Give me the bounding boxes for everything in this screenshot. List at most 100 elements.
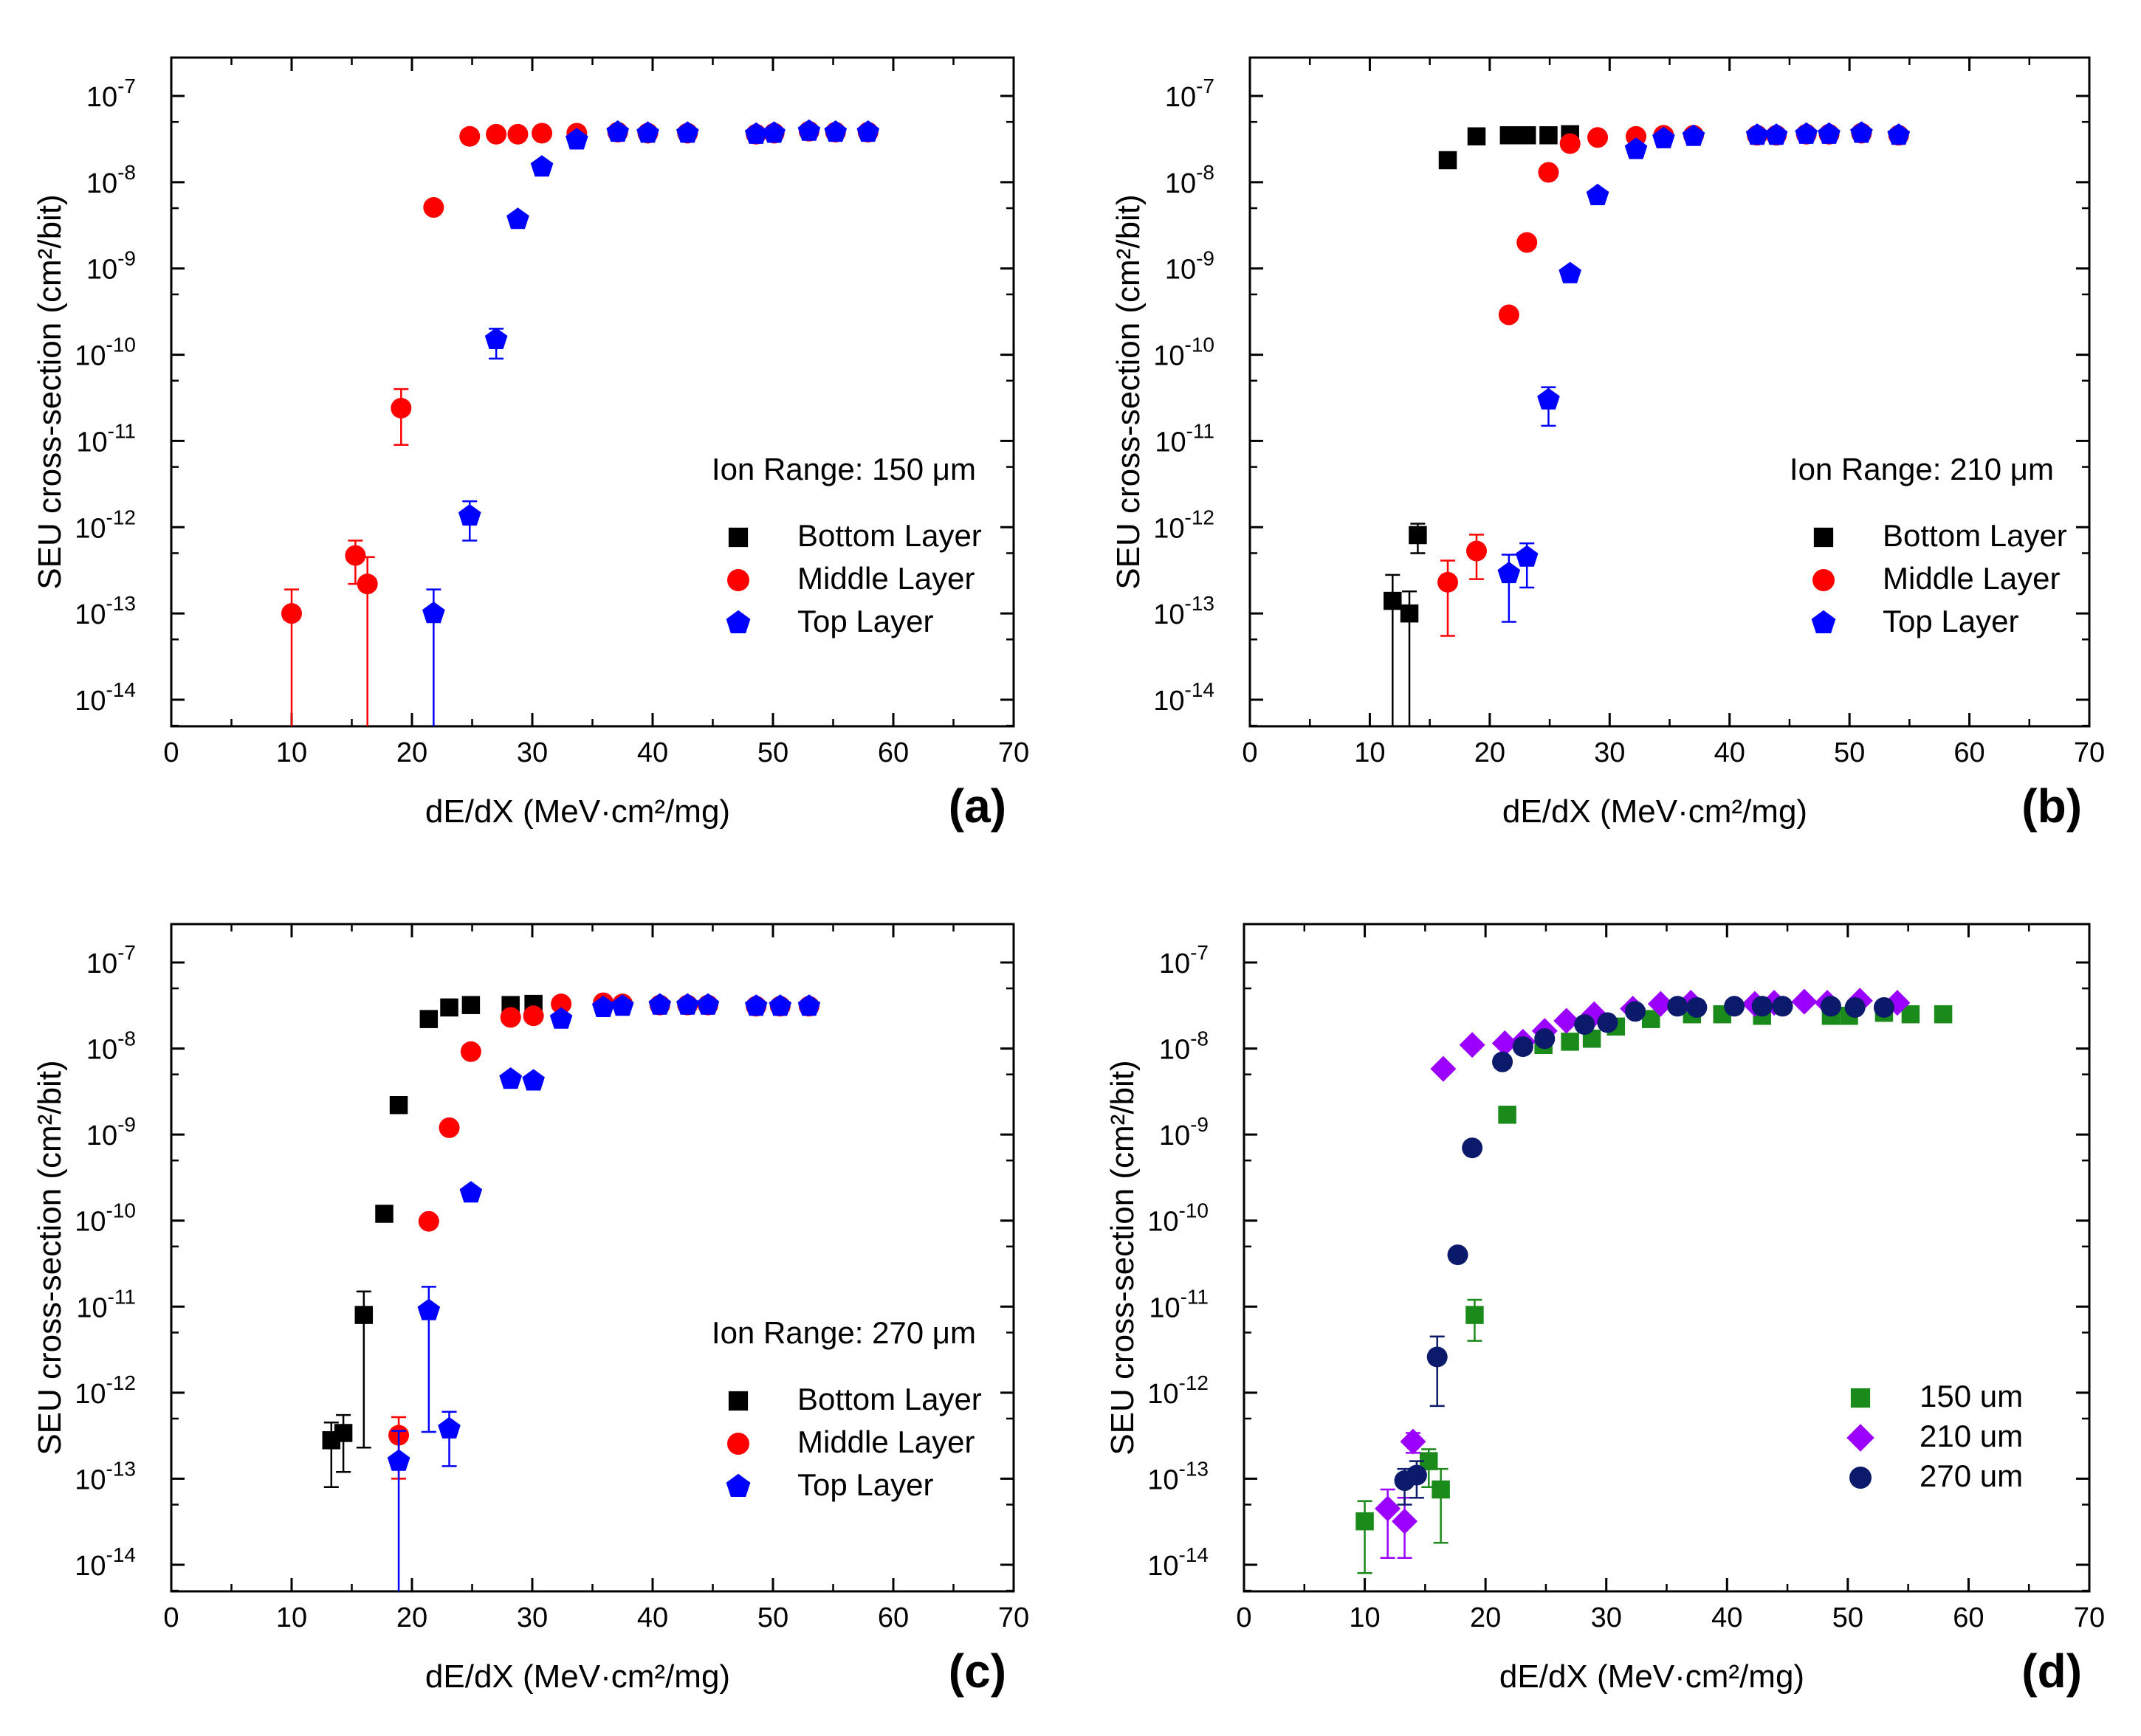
- data-point: [1384, 591, 1402, 610]
- data-point: [461, 996, 481, 1014]
- data-point: [389, 1095, 408, 1115]
- y-tick-label: 10-13: [1153, 592, 1214, 630]
- data-point: [636, 121, 659, 143]
- y-tick-label: 10-13: [75, 592, 136, 630]
- y-tick-exponent: -12: [1179, 1371, 1209, 1394]
- data-point: [1667, 996, 1688, 1017]
- data-point: [423, 197, 444, 218]
- panel-c: 0 10 20 30 40 50 60 7010-710-810-910-1010-1110-…: [32, 923, 1029, 1698]
- data-point: [1818, 122, 1841, 144]
- series-3: [422, 119, 880, 726]
- y-tick-exponent: -7: [1190, 941, 1209, 964]
- data-point: [1432, 1480, 1450, 1499]
- data-point: [1561, 1033, 1579, 1051]
- y-tick-exponent: -10: [106, 1199, 136, 1222]
- data-point: [1745, 123, 1769, 145]
- y-tick-mantissa: 10: [86, 168, 117, 199]
- y-tick-mantissa: 10: [86, 1035, 117, 1066]
- legend-label: Bottom Layer: [797, 518, 982, 553]
- series-3: [387, 993, 821, 1591]
- x-tick-label: 60: [878, 1602, 909, 1633]
- data-point: [1559, 133, 1581, 154]
- y-tick-label: 10-10: [1153, 334, 1214, 372]
- y-tick-mantissa: 10: [75, 1464, 106, 1495]
- data-point: [438, 1416, 461, 1439]
- data-point: [1624, 1001, 1646, 1022]
- y-tick-mantissa: 10: [75, 341, 106, 372]
- legend-marker: [1812, 569, 1835, 591]
- data-point: [1437, 571, 1459, 593]
- y-tick-mantissa: 10: [86, 1120, 117, 1151]
- x-tick-label: 60: [1953, 1602, 1984, 1633]
- x-tick-label: 0: [1242, 737, 1257, 768]
- x-tick-label: 70: [2074, 1602, 2105, 1633]
- data-point: [1512, 1036, 1533, 1058]
- y-tick-mantissa: 10: [1147, 1207, 1178, 1238]
- data-point: [1647, 991, 1674, 1017]
- data-point: [744, 122, 768, 144]
- data-point: [1498, 304, 1519, 326]
- panel-label: (b): [2021, 779, 2082, 833]
- y-tick-mantissa: 10: [1155, 427, 1186, 458]
- y-tick-exponent: -11: [108, 1285, 136, 1308]
- data-point: [1887, 123, 1911, 145]
- series-3: [1497, 121, 1911, 623]
- legend-marker: [1813, 527, 1834, 548]
- legend-marker: [727, 1433, 749, 1455]
- legend-marker: [727, 569, 749, 591]
- data-point: [1491, 1030, 1518, 1056]
- y-tick-exponent: -11: [108, 419, 136, 442]
- y-tick-exponent: -9: [117, 247, 136, 270]
- data-point: [419, 1010, 439, 1028]
- legend-label: 270 um: [1920, 1458, 2023, 1493]
- panel-label: (d): [2021, 1644, 2082, 1698]
- panel-b: 0 10 20 30 40 50 60 7010-710-810-910-1010-1110-…: [1110, 56, 2105, 833]
- x-tick-label: 10: [276, 1602, 307, 1633]
- legend-label: 150 um: [1920, 1379, 2023, 1413]
- y-tick-exponent: -13: [1185, 592, 1214, 615]
- legend: Bottom Layer Middle Layer Top Layer: [726, 1382, 982, 1502]
- data-point: [1375, 1495, 1401, 1522]
- series-1: [1355, 1003, 1953, 1574]
- data-point: [696, 993, 720, 1015]
- x-tick-label: 50: [1834, 737, 1865, 768]
- y-tick-label: 10-10: [75, 1199, 136, 1238]
- y-tick-exponent: -9: [1190, 1113, 1209, 1136]
- data-point: [458, 504, 481, 526]
- y-tick-mantissa: 10: [1159, 1120, 1190, 1151]
- y-tick-label: 10-12: [1153, 506, 1214, 544]
- y-tick-mantissa: 10: [1153, 513, 1184, 544]
- x-tick-label: 70: [998, 1602, 1029, 1633]
- y-tick-exponent: -7: [1196, 75, 1214, 97]
- data-point: [522, 1069, 545, 1091]
- x-tick-label: 10: [1349, 1602, 1380, 1633]
- data-point: [648, 993, 672, 1015]
- y-tick-label: 10-7: [86, 941, 136, 979]
- series-2: [281, 120, 879, 726]
- panel-label: (c): [949, 1644, 1006, 1698]
- data-point: [1498, 1106, 1516, 1124]
- data-point: [1624, 137, 1648, 159]
- x-tick-label: 10: [1354, 737, 1385, 768]
- panel-d: 0 10 20 30 40 50 60 7010-710-810-910-1010-1110-…: [1104, 923, 2105, 1698]
- x-tick-label: 10: [276, 737, 307, 768]
- data-point: [1553, 1008, 1580, 1034]
- y-tick-exponent: -10: [1185, 334, 1214, 356]
- y-tick-exponent: -14: [1179, 1543, 1209, 1566]
- y-tick-label: 10-9: [1165, 247, 1214, 286]
- data-point: [1844, 996, 1866, 1018]
- data-point: [357, 574, 378, 595]
- y-tick-mantissa: 10: [1153, 686, 1184, 717]
- y-tick-mantissa: 10: [1165, 255, 1196, 286]
- data-point: [418, 1210, 439, 1232]
- data-point: [1751, 996, 1773, 1017]
- legend-label: Middle Layer: [797, 561, 975, 596]
- data-point: [532, 123, 553, 144]
- data-point: [1724, 996, 1745, 1017]
- x-tick-label: 20: [1474, 737, 1505, 768]
- x-tick-label: 20: [396, 737, 427, 768]
- data-point: [507, 123, 529, 145]
- y-axis-title: SEU cross-section (cm²/bit): [1110, 194, 1147, 589]
- y-tick-exponent: -8: [1190, 1027, 1209, 1050]
- data-point: [1652, 126, 1675, 148]
